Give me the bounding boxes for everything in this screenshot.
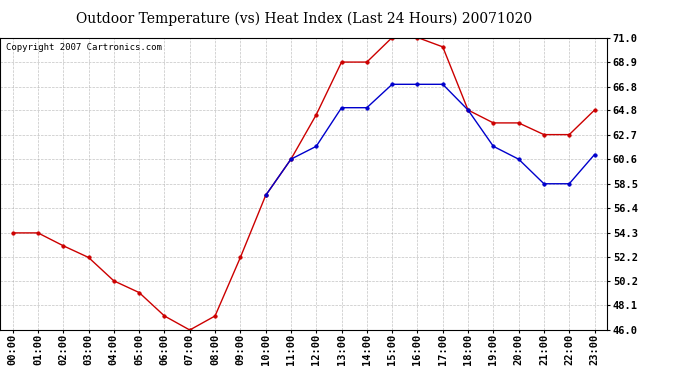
Text: Copyright 2007 Cartronics.com: Copyright 2007 Cartronics.com	[6, 44, 162, 52]
Text: Outdoor Temperature (vs) Heat Index (Last 24 Hours) 20071020: Outdoor Temperature (vs) Heat Index (Las…	[75, 11, 532, 26]
